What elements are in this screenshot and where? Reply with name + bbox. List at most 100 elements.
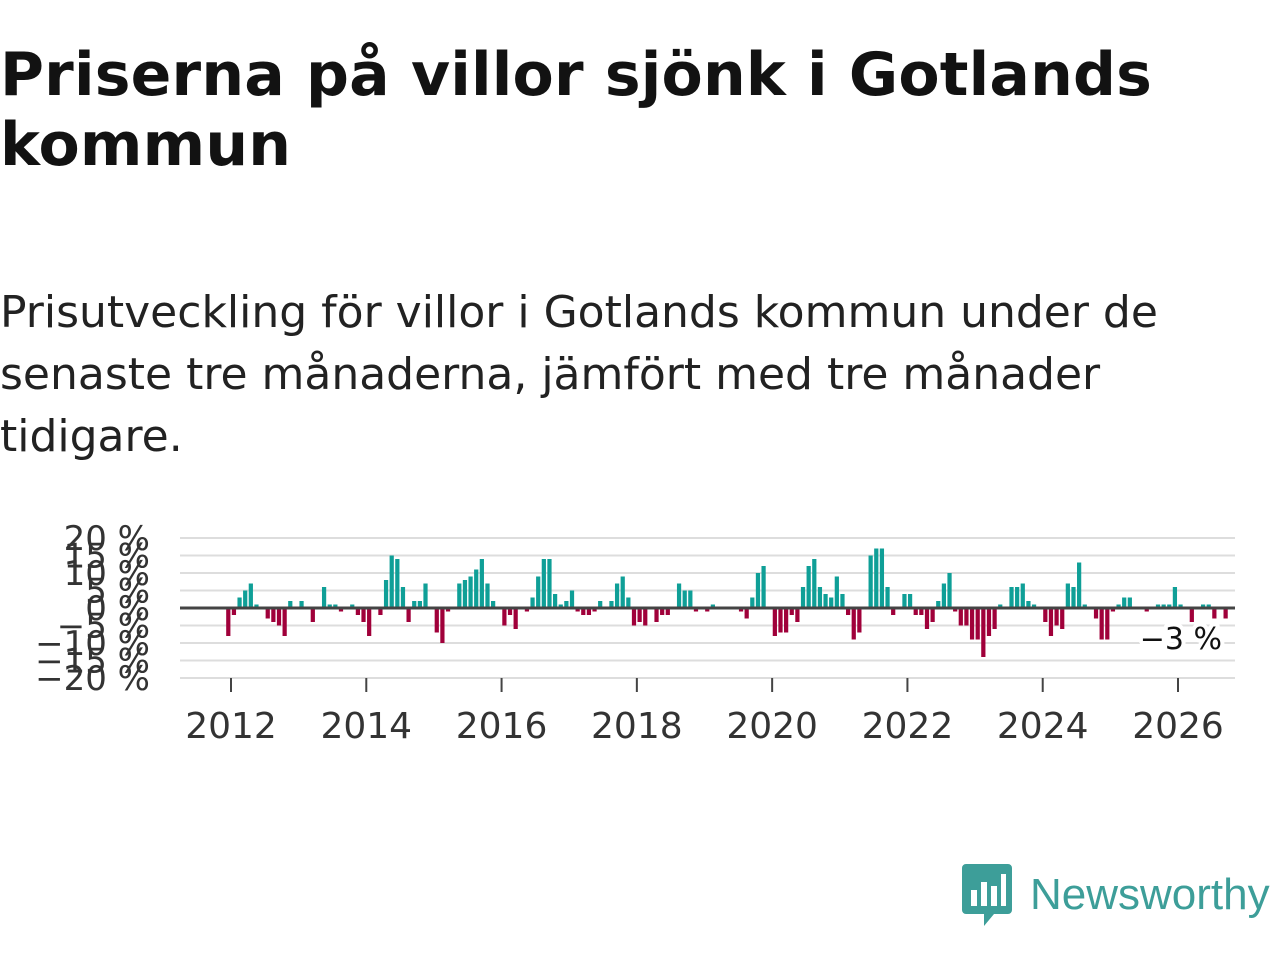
bar xyxy=(879,548,885,608)
bar xyxy=(913,608,918,615)
bar xyxy=(688,590,693,608)
bar xyxy=(784,608,789,633)
bar xyxy=(1009,587,1014,608)
bar xyxy=(1155,604,1161,608)
bar xyxy=(541,559,546,608)
bar xyxy=(975,608,980,640)
bar xyxy=(355,608,361,615)
bar xyxy=(772,608,777,636)
bar xyxy=(333,604,338,608)
bar xyxy=(237,597,242,608)
bar xyxy=(1200,604,1206,608)
bar xyxy=(378,608,383,615)
x-tick-label: 2026 xyxy=(1132,706,1224,747)
bar xyxy=(1206,604,1211,608)
bar xyxy=(840,594,845,608)
bar xyxy=(282,608,287,636)
bar xyxy=(1071,587,1076,608)
bar xyxy=(569,590,575,608)
bar xyxy=(682,590,687,608)
y-tick-label: 20 % xyxy=(64,519,150,559)
bar xyxy=(637,608,642,622)
bar xyxy=(710,604,715,608)
chart-title: Priserna på villor sjönk i Gotlands komm… xyxy=(0,40,1153,180)
bar xyxy=(491,601,496,608)
bar xyxy=(502,608,507,626)
bar xyxy=(440,608,445,643)
bar xyxy=(592,608,597,612)
bar xyxy=(1144,608,1149,612)
bar xyxy=(547,559,552,608)
bar xyxy=(919,608,924,615)
bar xyxy=(1122,597,1127,608)
last-value-label: −3 % xyxy=(1140,622,1222,657)
bar xyxy=(524,608,530,612)
bar xyxy=(434,608,439,633)
bar xyxy=(276,608,282,626)
bar xyxy=(406,608,411,622)
bar xyxy=(626,597,631,608)
bar xyxy=(1015,587,1020,608)
bar xyxy=(1212,608,1217,619)
bar xyxy=(1093,608,1099,619)
bar xyxy=(1127,597,1132,608)
bar xyxy=(530,597,535,608)
bar xyxy=(513,608,518,629)
bar xyxy=(1054,608,1059,626)
bar xyxy=(789,608,794,615)
bar xyxy=(479,559,484,608)
bar xyxy=(665,608,670,615)
bar xyxy=(462,580,468,608)
y-tick-label: 15 % xyxy=(64,537,150,577)
bar xyxy=(868,555,873,608)
bar xyxy=(1043,608,1048,622)
bar xyxy=(400,587,406,608)
bar xyxy=(778,608,783,633)
bar xyxy=(1099,608,1104,640)
bar xyxy=(350,604,355,608)
bar xyxy=(964,608,969,626)
bar xyxy=(271,608,276,622)
bar xyxy=(507,608,513,615)
bar xyxy=(907,594,913,608)
bar xyxy=(417,601,422,608)
bar xyxy=(885,587,890,608)
bar xyxy=(795,608,800,622)
bar xyxy=(468,576,473,608)
bar xyxy=(738,608,744,612)
bar xyxy=(485,583,490,608)
bar xyxy=(941,583,947,608)
x-tick-label: 2018 xyxy=(591,706,683,747)
bar xyxy=(981,608,986,657)
bar xyxy=(823,594,828,608)
bar xyxy=(1020,583,1025,608)
bar xyxy=(361,608,366,622)
bar xyxy=(1189,608,1194,622)
bar xyxy=(924,608,930,629)
x-tick-label: 2022 xyxy=(862,706,954,747)
bar xyxy=(1060,608,1065,629)
bar xyxy=(992,608,997,629)
bar-chart: 20 % 15 % 10 % 5 % 0 % −5 % −10 % −15 % −20 % 201… xyxy=(0,510,1280,770)
bar xyxy=(254,604,259,608)
bar xyxy=(1105,608,1110,640)
bar xyxy=(423,583,428,608)
bar xyxy=(558,604,563,608)
chart-canvas: 20 %15 %10 %5 %0 %−5 %−10 %−15 %−20 % 201… xyxy=(35,519,1235,747)
bar-chart-logo-icon xyxy=(962,864,1012,926)
bar xyxy=(1026,601,1031,608)
y-tick-label: 10 % xyxy=(64,554,150,594)
bar xyxy=(705,608,710,612)
bar xyxy=(288,601,293,608)
y-tick-label: −10 % xyxy=(35,624,150,664)
bar xyxy=(1223,608,1228,619)
bar xyxy=(902,594,907,608)
bar xyxy=(299,601,304,608)
bar xyxy=(761,566,766,608)
bar xyxy=(800,587,806,608)
bar xyxy=(457,583,462,608)
bar xyxy=(834,576,839,608)
bar xyxy=(857,608,862,633)
bar xyxy=(395,559,400,608)
bar xyxy=(231,608,237,615)
